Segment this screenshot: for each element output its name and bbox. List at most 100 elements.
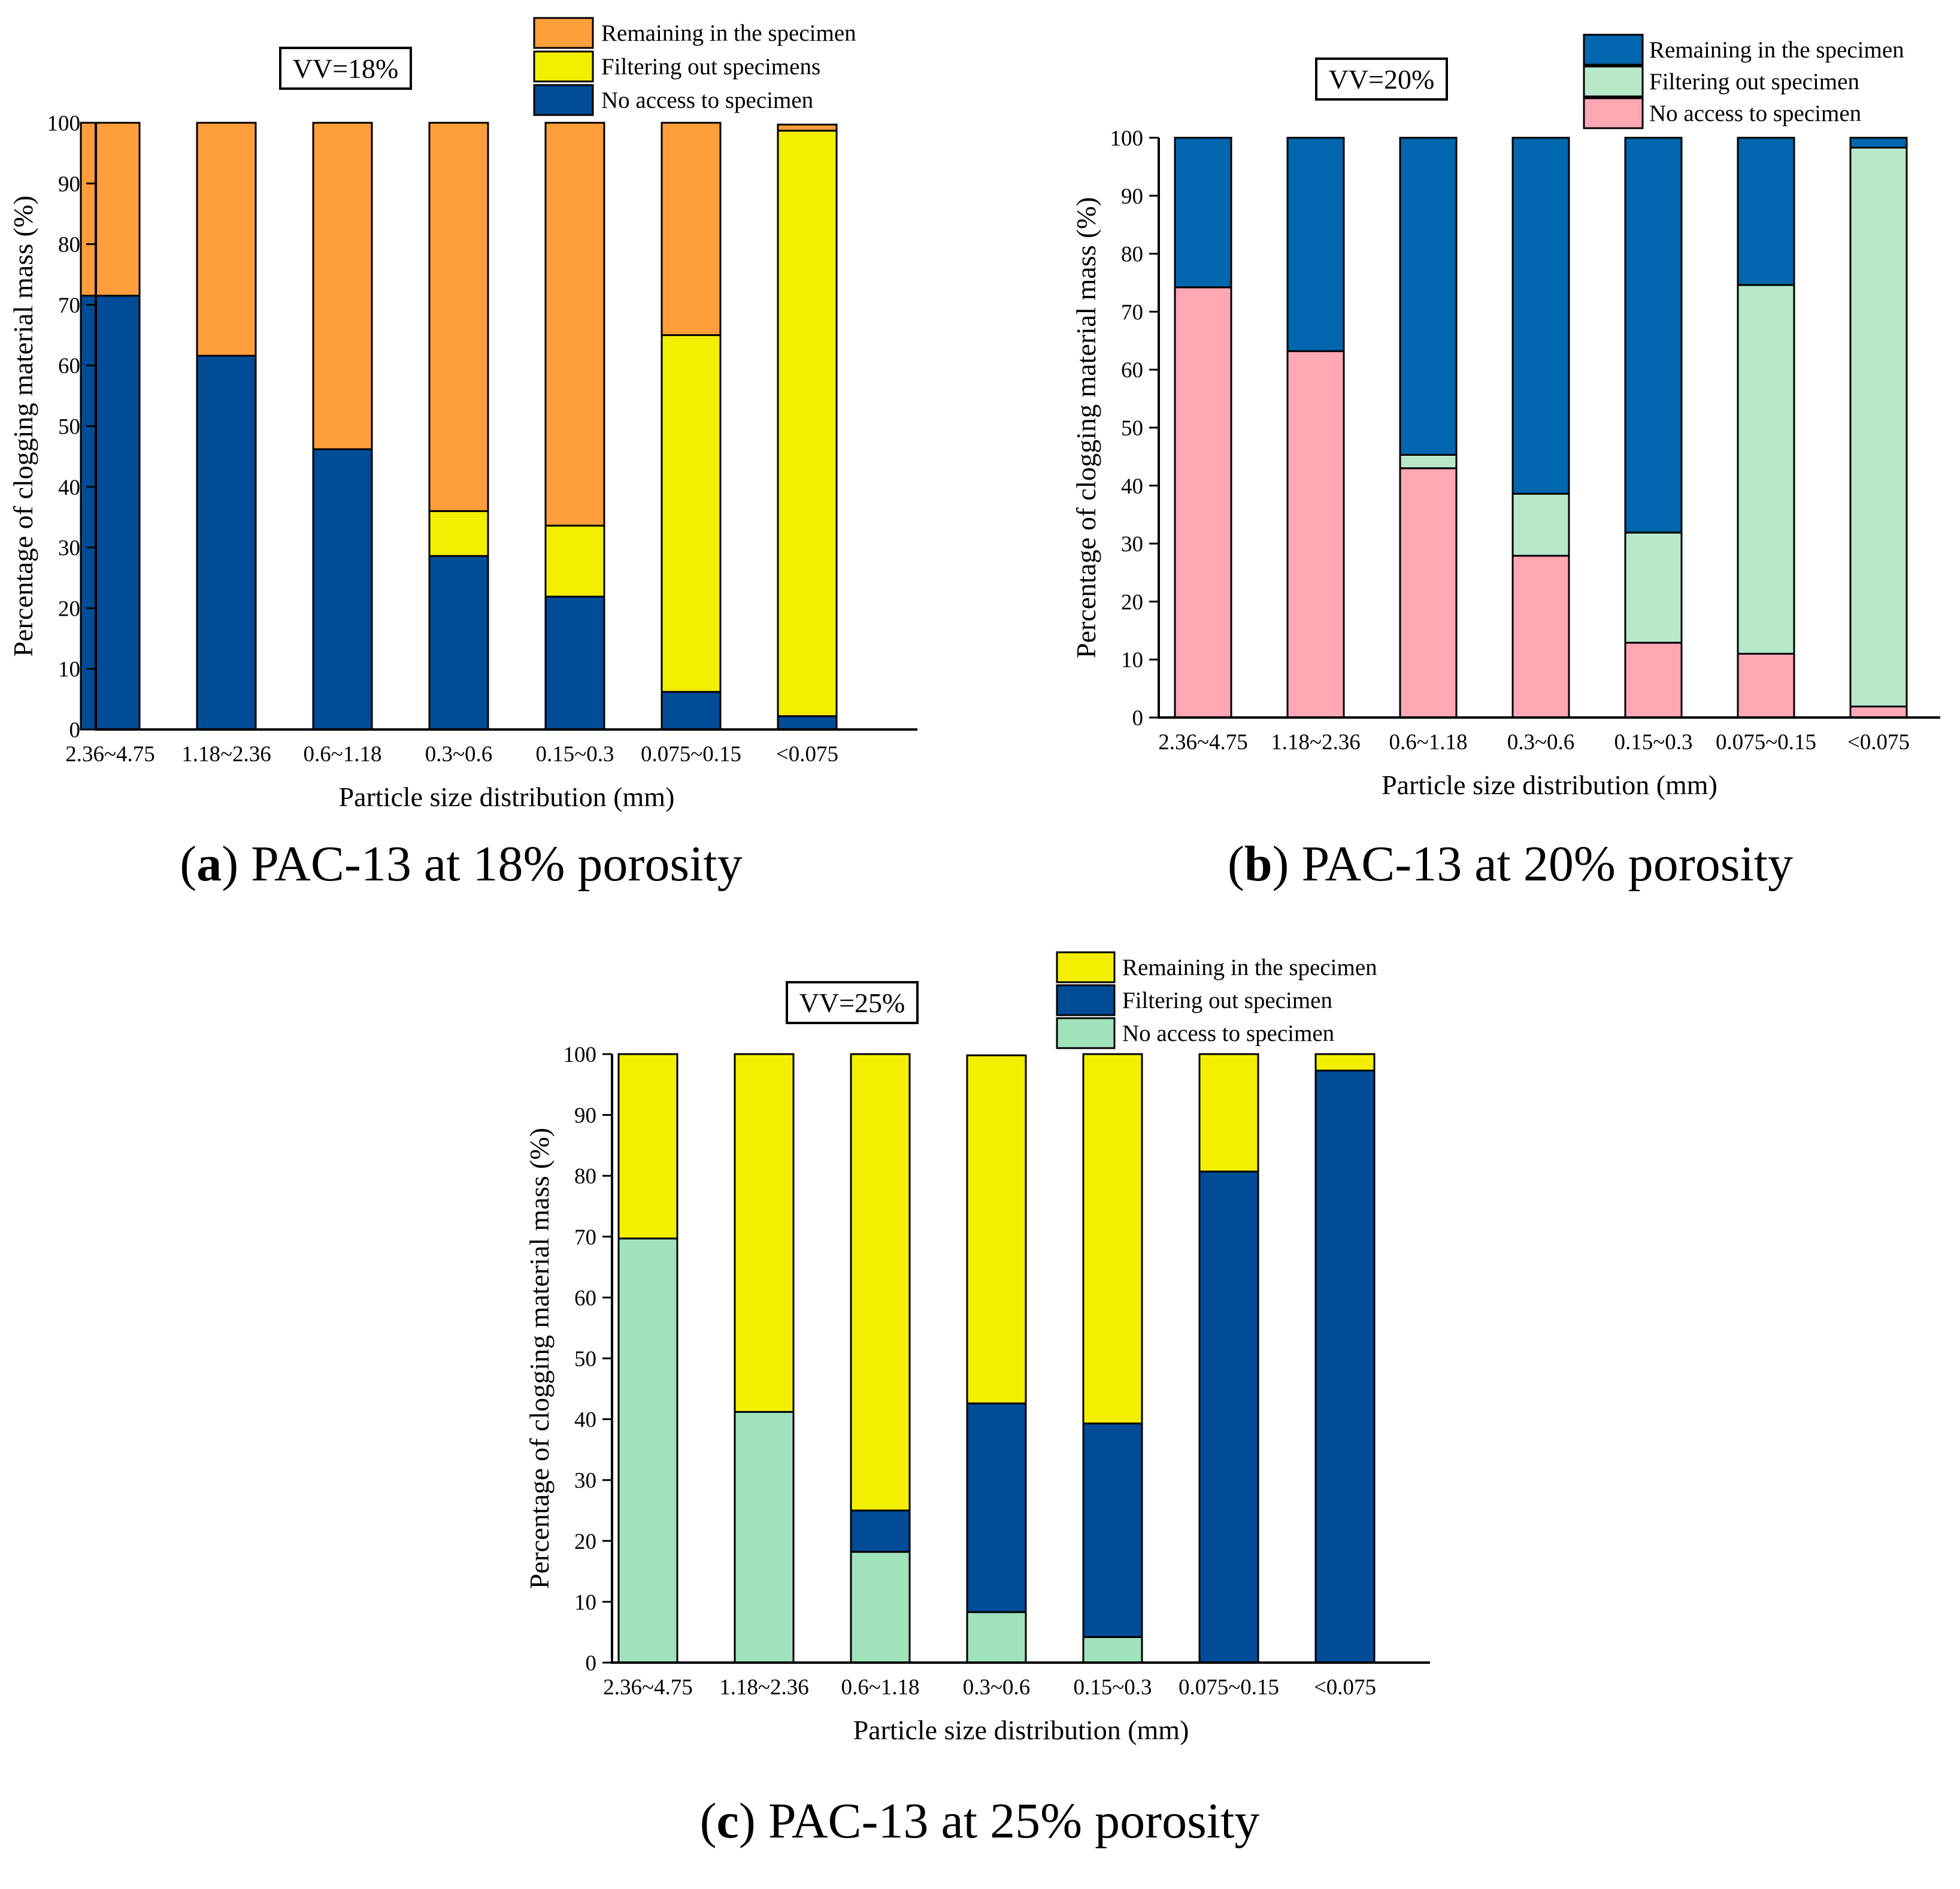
x-tick-label: 0.3~0.6 [425, 742, 493, 767]
caption-paren-open: ( [700, 1793, 717, 1849]
bar-segment [617, 1053, 678, 1240]
chart-panel-a: 2.36~4.75 1.18~2.36 0.6~1.18 0.3~0.6 0.15~0.… [8, 17, 917, 892]
legend-swatch [533, 84, 594, 116]
bar-segment [1399, 137, 1458, 456]
bar-segment [1511, 492, 1570, 557]
annotation-text: VV=18% [293, 53, 399, 84]
y-tick-label: 80 [574, 1164, 596, 1189]
bar-segment [1737, 284, 1795, 655]
y-tick-label: 30 [1121, 532, 1143, 557]
x-tick-label: <0.075 [1314, 1675, 1376, 1700]
bar-segment [1624, 137, 1683, 534]
bar-segment [1174, 137, 1232, 289]
bar-segment [1198, 1053, 1259, 1173]
y-axis-title: Percentage of clogging material mass (%) [1071, 197, 1101, 658]
bar-segment [196, 122, 257, 357]
legend-label: Remaining in the specimen [601, 20, 856, 46]
bar-segment [777, 715, 838, 731]
x-tick-label: 0.15~0.3 [1614, 730, 1692, 755]
panel-caption: (b) PAC-13 at 20% porosity [1228, 836, 1793, 892]
y-tick-label: 90 [574, 1104, 596, 1128]
legend-label: Remaining in the specimen [1122, 955, 1377, 980]
legend-swatch [1583, 34, 1644, 66]
bar-segment [1624, 641, 1683, 719]
x-tick-label: <0.075 [1847, 730, 1910, 755]
bar-segment [966, 1054, 1027, 1404]
caption-letter: b [1244, 836, 1273, 892]
annotation-text: VV=20% [1329, 64, 1435, 95]
caption-paren-open: ( [1228, 836, 1244, 892]
bar-segment [1198, 1170, 1259, 1664]
x-tick-label: 1.18~2.36 [1271, 730, 1361, 755]
x-tick-label: 0.3~0.6 [1507, 730, 1575, 755]
legend-swatch [1583, 97, 1644, 129]
x-tick-label: 0.6~1.18 [841, 1675, 919, 1700]
bar-segment [617, 1237, 678, 1664]
caption-letter: a [196, 836, 222, 892]
bar-segment [544, 525, 605, 598]
bar-segment [850, 1509, 911, 1553]
caption-paren-close: ) [1273, 836, 1302, 892]
y-tick-label: 100 [1110, 126, 1144, 151]
annotation-box [786, 981, 919, 1024]
bar-segment [1286, 350, 1345, 719]
y-tick-label: 100 [47, 111, 81, 136]
bar-segment [428, 555, 489, 731]
annotation-box [279, 47, 412, 90]
annotation-box [1315, 57, 1448, 101]
bar-segment [1399, 453, 1458, 470]
bar-segment [777, 123, 838, 132]
y-tick-label: 10 [574, 1590, 596, 1615]
legend: Remaining in the specimen Filtering out s… [1056, 951, 1377, 1049]
legend-label: No access to specimen [1122, 1021, 1334, 1046]
x-tick-label: 0.15~0.3 [1073, 1675, 1152, 1700]
y-tick-label: 20 [574, 1530, 596, 1554]
x-tick-label: 1.18~2.36 [719, 1675, 809, 1700]
y-tick-label: 60 [1121, 358, 1143, 383]
legend-label: No access to specimen [1649, 101, 1861, 126]
legend-label: No access to specimen [601, 87, 813, 113]
bar-segment [1849, 137, 1908, 149]
bar-segment [734, 1410, 795, 1664]
bar-segment [80, 122, 141, 297]
y-tick-label: 10 [1121, 648, 1143, 673]
x-tick-label: 0.3~0.6 [963, 1675, 1031, 1700]
bar-segment [1511, 137, 1570, 495]
y-axis-title: Percentage of clogging material mass (%) [8, 195, 38, 656]
bar-segment [1737, 653, 1795, 719]
y-tick-label: 80 [1121, 243, 1143, 267]
y-tick-label: 90 [58, 172, 80, 196]
y-tick-label: 50 [58, 415, 80, 440]
bar-segment [1737, 137, 1795, 286]
legend-swatch [1056, 951, 1116, 983]
caption-text: PAC-13 at 25% porosity [768, 1793, 1260, 1849]
caption-paren-close: ) [739, 1793, 768, 1849]
caption-letter: c [717, 1793, 739, 1849]
x-tick-label: 2.36~4.75 [65, 742, 155, 767]
y-tick-label: 90 [1121, 184, 1143, 209]
x-tick-label: 0.6~1.18 [1389, 730, 1467, 755]
y-tick-label: 0 [1132, 706, 1144, 731]
legend: Remaining in the specimen Filtering out s… [533, 17, 856, 116]
legend-swatch [1583, 65, 1644, 98]
y-tick-label: 40 [574, 1408, 596, 1433]
panel-caption: (c) PAC-13 at 25% porosity [700, 1793, 1260, 1849]
y-tick-label: 20 [1121, 590, 1143, 614]
bar-segment [1849, 706, 1908, 719]
bar-segment [312, 448, 373, 731]
legend-swatch [1056, 1017, 1116, 1049]
legend-swatch [1056, 984, 1116, 1016]
y-tick-label: 0 [69, 718, 81, 743]
y-tick-label: 40 [58, 476, 80, 500]
bar-segment [1624, 531, 1683, 644]
bar-segment [1174, 286, 1232, 719]
y-tick-label: 70 [58, 293, 80, 318]
bar-segment [850, 1053, 911, 1512]
bar-segment [661, 691, 722, 731]
caption-paren-close: ) [222, 836, 251, 892]
legend-label: Filtering out specimens [601, 54, 820, 80]
x-tick-label: 0.6~1.18 [303, 742, 381, 767]
legend: Remaining in the specimen Filtering out s… [1583, 34, 1904, 129]
x-tick-label: 0.15~0.3 [535, 742, 614, 767]
